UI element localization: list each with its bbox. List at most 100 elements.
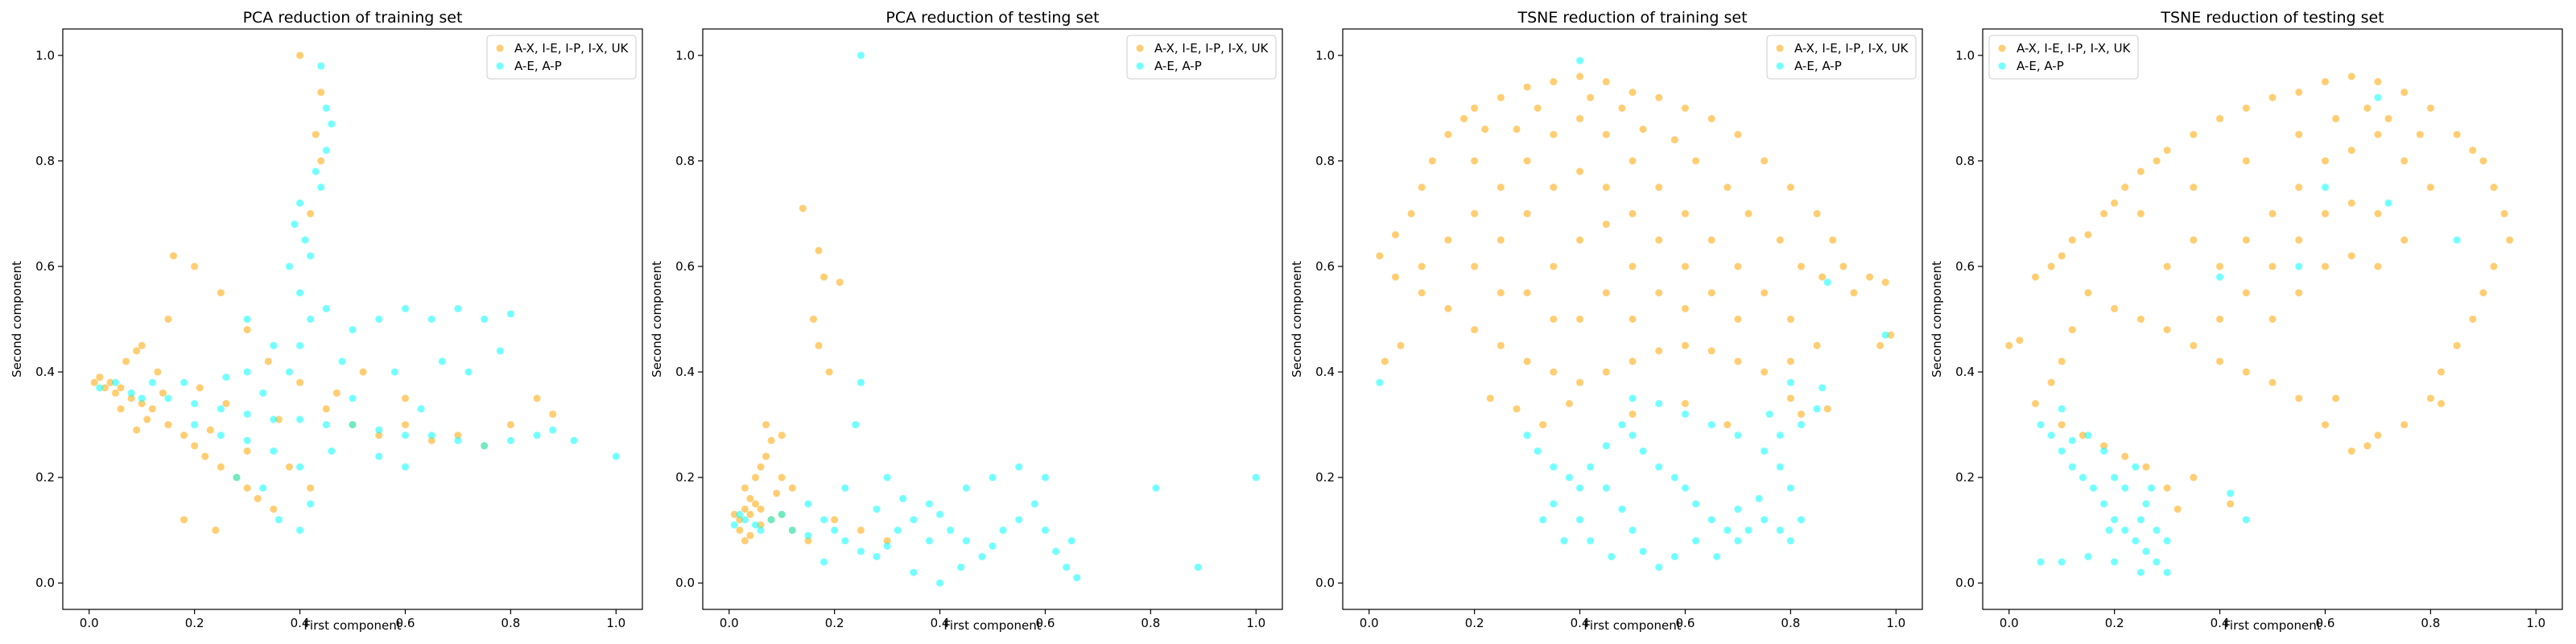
legend-label: A-E, A-P	[2017, 59, 2064, 73]
scatter-point	[1523, 357, 1531, 365]
scatter-point	[243, 447, 251, 455]
scatter-point	[1471, 209, 1479, 217]
scatter-point	[1576, 72, 1584, 80]
scatter-point	[349, 326, 357, 334]
scatter-point	[2347, 72, 2355, 80]
scatter-point	[322, 421, 330, 429]
scatter-point	[2295, 289, 2303, 297]
scatter-point	[1576, 516, 1584, 524]
scatter-point	[1629, 394, 1637, 402]
scatter-point	[2374, 431, 2382, 440]
scatter-point	[1576, 484, 1584, 492]
scatter-point	[1734, 505, 1742, 513]
y-tick-label: 0.0	[35, 576, 55, 590]
scatter-point	[1550, 130, 1558, 138]
scatter-point	[2136, 209, 2145, 217]
scatter-point	[1618, 505, 1626, 513]
scatter-point	[2153, 157, 2161, 165]
scatter-point	[2268, 93, 2277, 101]
scatter-point	[2100, 209, 2108, 217]
scatter-point	[1681, 104, 1689, 112]
scatter-point	[2111, 558, 2119, 566]
scatter-point	[127, 394, 135, 402]
scatter-point	[2084, 552, 2092, 560]
scatter-point	[1602, 130, 1610, 138]
scatter-point	[1550, 463, 1558, 471]
scatter-point	[2268, 262, 2277, 270]
legend: A-X, I-E, I-P, I-X, UK A-E, A-P	[1988, 35, 2139, 80]
scatter-point	[259, 484, 267, 492]
scatter-point	[2426, 184, 2434, 192]
scatter-point	[751, 473, 759, 481]
scatter-point	[464, 368, 473, 376]
scatter-point	[417, 405, 425, 413]
scatter-point	[2374, 130, 2382, 138]
scatter-point	[2242, 236, 2250, 244]
scatter-point	[2453, 130, 2461, 138]
scatter-point	[117, 384, 125, 392]
scatter-point	[778, 473, 786, 481]
scatter-point	[741, 505, 749, 513]
scatter-point	[296, 415, 304, 423]
scatter-point	[296, 378, 304, 386]
scatter-point	[2490, 184, 2498, 192]
scatter-point	[506, 436, 514, 444]
scatter-point	[1881, 331, 1889, 339]
scatter-point	[925, 537, 933, 545]
scatter-point	[322, 147, 330, 155]
scatter-point	[1797, 410, 1805, 418]
legend-label: A-E, A-P	[1154, 59, 1202, 73]
scatter-point	[1513, 126, 1521, 134]
scatter-point	[1761, 516, 1769, 524]
scatter-point	[2100, 447, 2108, 455]
scatter-point	[1073, 574, 1081, 582]
scatter-point	[275, 516, 283, 524]
scatter-point	[1681, 262, 1689, 270]
scatter-point	[2479, 157, 2487, 165]
scatter-point	[2047, 262, 2055, 270]
scatter-point	[1629, 89, 1637, 97]
y-tick-label: 0.2	[675, 470, 695, 485]
scatter-point	[857, 378, 865, 386]
scatter-point	[746, 494, 754, 502]
scatter-point	[2332, 114, 2340, 122]
scatter-point	[1692, 500, 1700, 508]
scatter-point	[1670, 136, 1678, 144]
scatter-point	[1786, 184, 1794, 192]
scatter-point	[2437, 399, 2445, 407]
scatter-point	[1576, 316, 1584, 323]
scatter-point	[1565, 399, 1573, 407]
y-axis-label: Second component	[1930, 261, 1944, 378]
legend-marker	[496, 62, 504, 70]
scatter-point	[736, 526, 744, 535]
series-cyan	[2037, 93, 2461, 576]
scatter-point	[2190, 184, 2198, 192]
scatter-point	[291, 221, 299, 229]
scatter-point	[989, 542, 997, 550]
legend-label: A-E, A-P	[1794, 59, 1842, 73]
scatter-point	[2163, 326, 2171, 334]
scatter-point	[143, 415, 151, 423]
scatter-point	[1576, 114, 1584, 122]
panels: PCA reduction of training set 0.0 0.2 0.4 0.…	[10, 9, 2563, 633]
scatter-point	[1744, 209, 1752, 217]
y-tick-label: 0.4	[1955, 365, 1975, 379]
scatter-point	[2121, 484, 2129, 492]
scatter-point	[322, 405, 330, 413]
scatter-point	[1041, 473, 1049, 481]
scatter-point	[317, 184, 325, 192]
scatter-point	[804, 531, 812, 539]
scatter-point	[2031, 399, 2039, 407]
scatter-point	[111, 378, 119, 386]
scatter-point	[349, 421, 357, 429]
scatter-point	[1428, 157, 1436, 165]
series-orange	[1376, 72, 1895, 429]
scatter-point	[947, 526, 955, 535]
scatter-point	[2227, 500, 2235, 508]
scatter-point	[1655, 564, 1663, 572]
scatter-point	[757, 505, 765, 513]
y-tick-label: 0.4	[35, 365, 55, 379]
y-tick-label: 1.0	[35, 48, 55, 63]
scatter-point	[1471, 326, 1479, 334]
scatter-point	[2084, 289, 2092, 297]
